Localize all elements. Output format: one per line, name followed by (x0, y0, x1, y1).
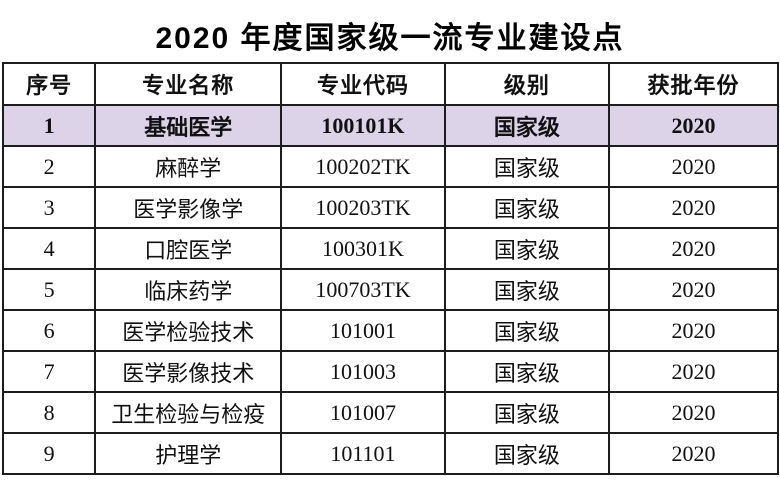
column-header-index: 序号 (1, 62, 97, 106)
cell-name: 医学影像技术 (94, 350, 283, 393)
cell-year: 2020 (608, 391, 779, 434)
cell-year: 2020 (608, 350, 779, 393)
cell-index: 1 (1, 104, 97, 147)
cell-level: 国家级 (443, 309, 611, 352)
cell-code: 101001 (280, 309, 446, 352)
cell-index: 9 (1, 432, 97, 475)
cell-name: 麻醉学 (94, 145, 283, 188)
table-row: 7 医学影像技术 101003 国家级 2020 (1, 350, 779, 393)
table-header-row: 序号 专业名称 专业代码 级别 获批年份 (1, 62, 779, 106)
table-row: 2 麻醉学 100202TK 国家级 2020 (1, 145, 779, 188)
cell-year: 2020 (608, 268, 779, 311)
cell-name: 卫生检验与检疫 (94, 391, 283, 434)
table-row: 9 护理学 101101 国家级 2020 (1, 432, 779, 475)
cell-code: 101003 (280, 350, 446, 393)
cell-year: 2020 (608, 309, 779, 352)
cell-name: 临床药学 (94, 268, 283, 311)
cell-code: 100301K (280, 227, 446, 270)
cell-code: 100202TK (280, 145, 446, 188)
cell-name: 医学影像学 (94, 186, 283, 229)
cell-index: 8 (1, 391, 97, 434)
table-row: 4 口腔医学 100301K 国家级 2020 (1, 227, 779, 270)
cell-year: 2020 (608, 432, 779, 475)
column-header-year: 获批年份 (608, 62, 779, 106)
cell-year: 2020 (608, 145, 779, 188)
cell-level: 国家级 (443, 227, 611, 270)
majors-table: 序号 专业名称 专业代码 级别 获批年份 1 基础医学 100101K 国家级 2020… (1, 62, 779, 475)
cell-code: 100101K (280, 104, 446, 147)
cell-index: 2 (1, 145, 97, 188)
cell-index: 3 (1, 186, 97, 229)
cell-name: 口腔医学 (94, 227, 283, 270)
cell-level: 国家级 (443, 350, 611, 393)
column-header-level: 级别 (443, 62, 611, 106)
column-header-code: 专业代码 (280, 62, 446, 106)
table-row: 6 医学检验技术 101001 国家级 2020 (1, 309, 779, 352)
cell-name: 基础医学 (94, 104, 283, 147)
table-row: 1 基础医学 100101K 国家级 2020 (1, 104, 779, 147)
cell-level: 国家级 (443, 145, 611, 188)
cell-index: 4 (1, 227, 97, 270)
cell-year: 2020 (608, 104, 779, 147)
table-row: 3 医学影像学 100203TK 国家级 2020 (1, 186, 779, 229)
cell-index: 6 (1, 309, 97, 352)
table-row: 8 卫生检验与检疫 101007 国家级 2020 (1, 391, 779, 434)
cell-code: 100703TK (280, 268, 446, 311)
cell-index: 5 (1, 268, 97, 311)
cell-index: 7 (1, 350, 97, 393)
cell-level: 国家级 (443, 391, 611, 434)
cell-level: 国家级 (443, 432, 611, 475)
page-title: 2020 年度国家级一流专业建设点 (155, 22, 625, 55)
cell-code: 101101 (280, 432, 446, 475)
cell-name: 护理学 (94, 432, 283, 475)
cell-level: 国家级 (443, 104, 611, 147)
cell-year: 2020 (608, 227, 779, 270)
cell-level: 国家级 (443, 268, 611, 311)
table-body: 1 基础医学 100101K 国家级 2020 2 麻醉学 100202TK 国家级 2020 3 医… (1, 104, 779, 475)
cell-name: 医学检验技术 (94, 309, 283, 352)
table-row: 5 临床药学 100703TK 国家级 2020 (1, 268, 779, 311)
cell-code: 101007 (280, 391, 446, 434)
cell-level: 国家级 (443, 186, 611, 229)
cell-code: 100203TK (280, 186, 446, 229)
cell-year: 2020 (608, 186, 779, 229)
column-header-name: 专业名称 (94, 62, 283, 106)
